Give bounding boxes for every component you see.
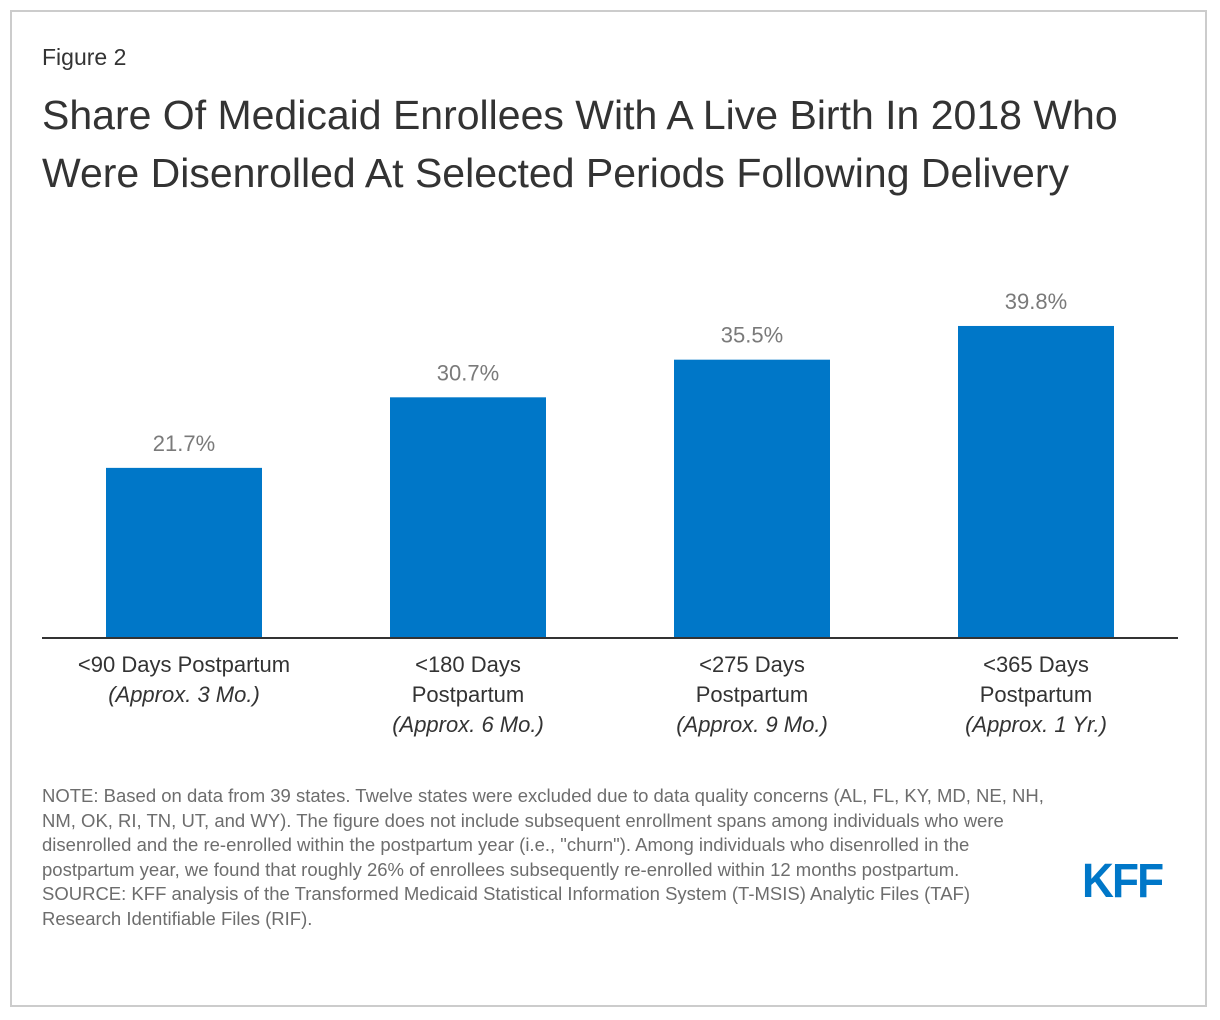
figure-label: Figure 2 [42,44,127,70]
note-text: NOTE: Based on data from 39 states. Twel… [42,785,1044,880]
data-label-3: 35.5% [721,323,783,348]
x-tick-label-4: <365 Days Postpartum (Approx. 1 Yr.) [906,650,1166,740]
chart-notes: NOTE: Based on data from 39 states. Twel… [42,784,1052,931]
chart-title: Share Of Medicaid Enrollees With A Live … [42,92,1118,196]
x-tick-main: <365 Days Postpartum [979,652,1093,707]
figure-frame [10,10,1207,1007]
kff-logo: KFF [1082,855,1164,908]
bar-3 [674,359,830,638]
x-tick-sub: (Approx. 6 Mo.) [392,712,544,737]
x-tick-label-1: <90 Days Postpartum (Approx. 3 Mo.) [54,650,314,710]
data-label-2: 30.7% [437,360,499,385]
bar-2 [390,397,546,638]
x-tick-main: <180 Days Postpartum [411,652,525,707]
bar-4 [958,325,1114,638]
bar-1 [106,467,262,638]
data-label-1: 21.7% [153,431,215,456]
x-tick-label-2: <180 Days Postpartum (Approx. 6 Mo.) [338,650,598,740]
data-label-4: 39.8% [1005,289,1067,314]
x-tick-label-3: <275 Days Postpartum (Approx. 9 Mo.) [622,650,882,740]
x-tick-sub: (Approx. 9 Mo.) [676,712,828,737]
source-text: SOURCE: KFF analysis of the Transformed … [42,883,970,929]
x-tick-main: <275 Days Postpartum [695,652,809,707]
x-tick-sub: (Approx. 3 Mo.) [108,682,260,707]
x-tick-main: <90 Days Postpartum [77,652,291,677]
x-tick-sub: (Approx. 1 Yr.) [965,712,1107,737]
